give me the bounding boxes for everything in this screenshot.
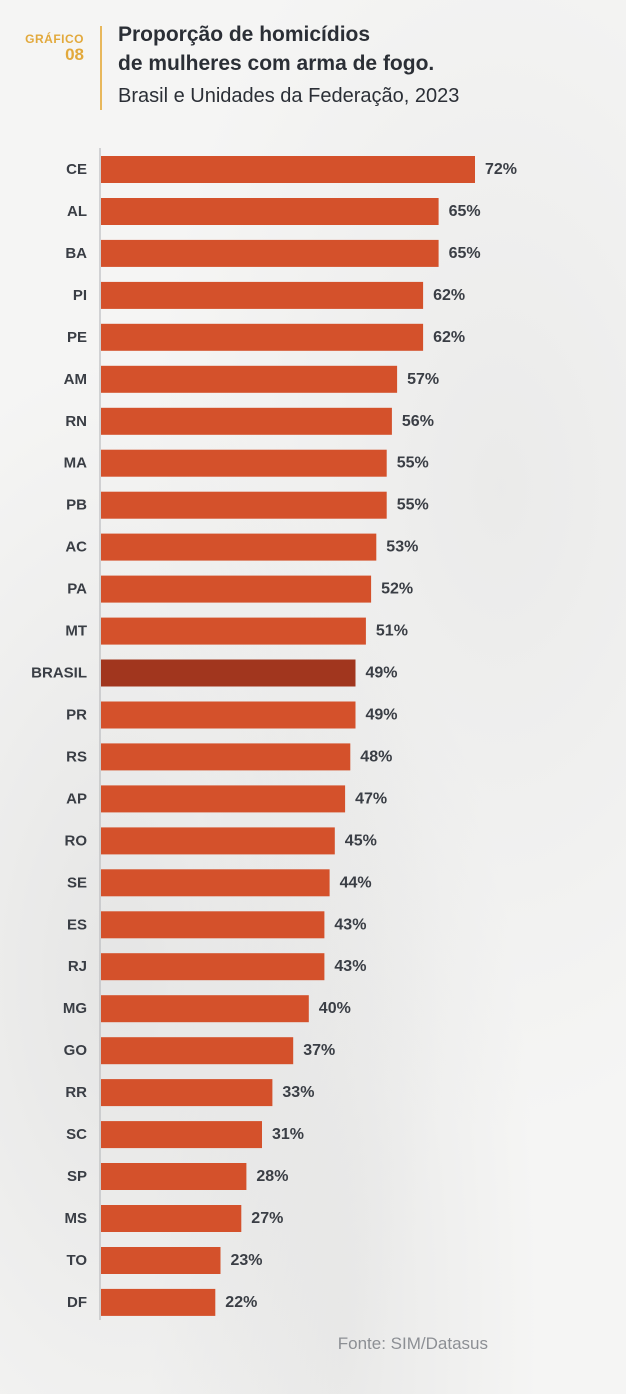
tick-label-pa: PA xyxy=(67,581,87,598)
data-label-ro: 45% xyxy=(345,832,377,849)
title-line-2: de mulheres com arma de fogo. xyxy=(118,52,435,75)
bar-to xyxy=(101,1247,221,1274)
data-label-al: 65% xyxy=(449,203,481,220)
tick-label-am: AM xyxy=(64,371,87,388)
tick-label-pr: PR xyxy=(66,707,87,724)
bar-rs xyxy=(101,743,351,771)
data-label-am: 57% xyxy=(407,371,439,388)
tick-label-df: DF xyxy=(67,1294,87,1311)
bar-ro xyxy=(101,827,335,855)
bar-pi xyxy=(101,281,424,309)
bar-rj xyxy=(101,953,325,981)
data-label-mg: 40% xyxy=(319,1000,351,1017)
bar-es xyxy=(101,911,325,939)
tick-label-ro: RO xyxy=(65,832,88,849)
data-label-se: 44% xyxy=(340,874,372,891)
tick-label-rn: RN xyxy=(65,413,87,430)
data-label-ac: 53% xyxy=(386,539,418,556)
source-note: Fonte: SIM/Datasus xyxy=(337,1334,488,1353)
data-label-to: 23% xyxy=(231,1252,263,1269)
bar-rn xyxy=(101,407,392,435)
data-label-rs: 48% xyxy=(360,748,392,765)
tick-label-ap: AP xyxy=(66,790,87,807)
tick-label-pe: PE xyxy=(67,329,87,346)
bar-brasil xyxy=(101,659,356,687)
tick-label-pb: PB xyxy=(66,497,87,514)
data-label-mt: 51% xyxy=(376,623,408,640)
bar-ce xyxy=(101,156,475,183)
data-label-ce: 72% xyxy=(485,161,517,178)
bar-pr xyxy=(101,701,356,729)
data-label-sc: 31% xyxy=(272,1126,304,1143)
data-label-es: 43% xyxy=(334,916,366,933)
tick-label-go: GO xyxy=(64,1042,88,1059)
tick-label-rr: RR xyxy=(65,1084,87,1101)
bar-pa xyxy=(101,575,372,603)
chart-header: GRÁFICO 08 Proporção de homicídios de mu… xyxy=(0,0,626,120)
data-label-pi: 62% xyxy=(433,287,465,304)
bar-se xyxy=(101,869,330,897)
tick-label-al: AL xyxy=(67,203,87,220)
chart-title: Proporção de homicídios de mulheres com … xyxy=(118,20,598,78)
header-divider xyxy=(100,26,102,110)
tick-label-ma: MA xyxy=(64,455,87,472)
bar-sc xyxy=(101,1121,262,1149)
bar-mt xyxy=(101,617,366,645)
bar-go xyxy=(101,1037,294,1065)
tick-label-rs: RS xyxy=(66,748,87,765)
bar-ma xyxy=(101,449,387,477)
tick-label-ac: AC xyxy=(65,539,87,556)
data-label-ap: 47% xyxy=(355,790,387,807)
data-label-pa: 52% xyxy=(381,581,413,598)
data-label-pe: 62% xyxy=(433,329,465,346)
data-label-rr: 33% xyxy=(282,1084,314,1101)
bar-pb xyxy=(101,491,387,519)
data-label-pb: 55% xyxy=(397,497,429,514)
bar-ms xyxy=(101,1205,242,1232)
tick-label-sp: SP xyxy=(67,1168,87,1185)
bar-df xyxy=(101,1288,216,1316)
bar-am xyxy=(101,365,398,393)
bar-ap xyxy=(101,785,346,813)
title-line-1: Proporção de homicídios xyxy=(118,23,371,46)
bar-ac xyxy=(101,533,377,561)
bar-ba xyxy=(101,239,439,267)
tick-label-mt: MT xyxy=(65,623,87,640)
tick-label-to: TO xyxy=(66,1252,87,1269)
grafico-label: GRÁFICO xyxy=(25,32,84,46)
data-label-ma: 55% xyxy=(397,455,429,472)
tick-label-ce: CE xyxy=(66,161,87,178)
bar-sp xyxy=(101,1163,247,1190)
tick-label-sc: SC xyxy=(66,1126,87,1143)
data-label-df: 22% xyxy=(225,1294,257,1311)
chart-subtitle: Brasil e Unidades da Federação, 2023 xyxy=(118,85,460,107)
tick-label-se: SE xyxy=(67,874,87,891)
bar-mg xyxy=(101,995,309,1023)
grafico-number: 08 xyxy=(65,45,84,64)
bar-pe xyxy=(101,323,424,351)
data-label-rj: 43% xyxy=(334,958,366,975)
data-label-ms: 27% xyxy=(251,1210,283,1227)
bar-al xyxy=(101,198,439,225)
data-label-pr: 49% xyxy=(366,707,398,724)
tick-label-pi: PI xyxy=(73,287,87,304)
tick-label-es: ES xyxy=(67,916,87,933)
bar-rr xyxy=(101,1079,273,1107)
tick-label-ms: MS xyxy=(65,1210,88,1227)
tick-label-rj: RJ xyxy=(68,958,87,975)
tick-label-mg: MG xyxy=(63,1000,87,1017)
tick-label-ba: BA xyxy=(65,245,87,262)
tick-label-brasil: BRASIL xyxy=(31,665,87,682)
data-label-go: 37% xyxy=(303,1042,335,1059)
data-label-brasil: 49% xyxy=(366,665,398,682)
data-label-ba: 65% xyxy=(449,245,481,262)
data-label-sp: 28% xyxy=(256,1168,288,1185)
data-label-rn: 56% xyxy=(402,413,434,430)
